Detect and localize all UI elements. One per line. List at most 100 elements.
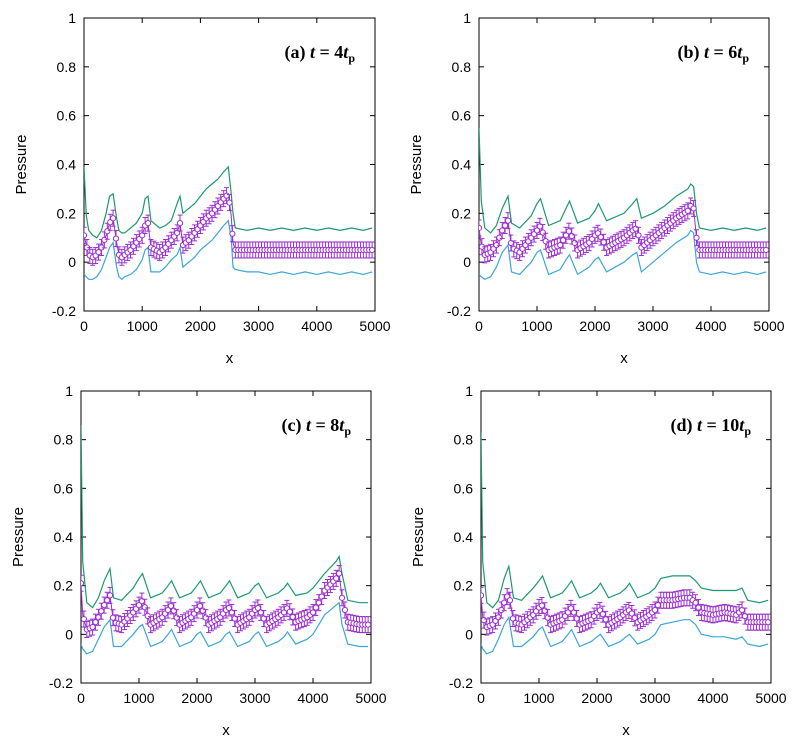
panel-d: -0.200.20.40.60.810 1000 2000 3000 4000 5000x… xyxy=(410,383,787,739)
mean-point xyxy=(763,246,769,254)
panel-title-part: (a) xyxy=(285,42,311,63)
mean-point xyxy=(365,621,371,628)
mean-point xyxy=(568,232,575,240)
series-line-lower xyxy=(479,229,767,280)
y-tick-label: 1 xyxy=(68,10,76,26)
mean-point xyxy=(565,228,573,235)
x-tick-label: 1000 xyxy=(127,318,158,334)
mean-point xyxy=(81,615,87,623)
mean-point xyxy=(539,229,546,236)
x-tick-label: 1000 xyxy=(521,318,552,334)
mean-point xyxy=(141,604,148,611)
y-tick-label: 0.2 xyxy=(57,205,77,221)
x-tick-label: 3000 xyxy=(239,690,270,706)
y-tick-label: 0.4 xyxy=(452,157,472,173)
panel-title-part: p xyxy=(344,424,351,438)
y-tick-label: 1 xyxy=(465,383,473,399)
x-tick-label: 0 xyxy=(77,690,85,706)
mean-point xyxy=(481,592,485,599)
series-line-upper xyxy=(481,432,769,609)
x-axis-label: x xyxy=(622,722,630,739)
y-tick-label: 0.8 xyxy=(452,59,472,75)
panel-title-part: t xyxy=(739,415,745,435)
mean-point xyxy=(106,592,114,599)
x-tick-label: 4000 xyxy=(301,318,332,334)
mean-point xyxy=(538,602,546,609)
mean-point xyxy=(481,616,487,624)
mean-point xyxy=(600,239,607,246)
panel-title: (c) t = 8tp xyxy=(282,415,352,438)
y-tick-label: 1 xyxy=(65,383,73,399)
y-tick-label: 0 xyxy=(465,626,473,642)
mean-point xyxy=(368,246,375,254)
series-line-upper xyxy=(84,165,373,239)
mean-point xyxy=(176,220,184,227)
series-group xyxy=(81,425,371,655)
x-tick-label: 4000 xyxy=(695,318,726,334)
mean-point xyxy=(173,614,180,621)
mean-point xyxy=(101,236,108,243)
y-tick-label: 0.6 xyxy=(452,108,472,124)
x-tick-label: 3000 xyxy=(639,690,670,706)
y-tick-label: 0.8 xyxy=(57,59,77,75)
x-tick-label: 2000 xyxy=(581,690,612,706)
y-tick-label: 1 xyxy=(463,10,471,26)
y-tick-label: 0 xyxy=(68,254,76,270)
panel-title-part: t xyxy=(737,42,743,62)
mean-point xyxy=(506,597,514,604)
mean-point xyxy=(635,232,642,239)
mean-point xyxy=(110,215,117,222)
mean-point xyxy=(690,205,697,212)
panel-title-part: t xyxy=(704,42,710,62)
mean-point xyxy=(226,199,233,206)
mean-point xyxy=(495,614,502,621)
mean-point xyxy=(196,602,203,610)
mean-point xyxy=(144,220,152,227)
x-tick-label: 1000 xyxy=(523,690,554,706)
x-axis-label: x xyxy=(222,722,230,739)
mean-point xyxy=(101,602,108,609)
mean-point xyxy=(341,606,348,614)
y-axis-label: Pressure xyxy=(408,134,425,194)
mean-point xyxy=(199,607,206,614)
x-tick-label: 4000 xyxy=(697,690,728,706)
mean-point xyxy=(765,619,771,626)
x-tick-label: 2000 xyxy=(579,318,610,334)
mean-point xyxy=(542,238,549,245)
series-line-lower xyxy=(81,601,369,655)
panel-title-part: t xyxy=(343,42,349,62)
x-tick-label: 5000 xyxy=(359,318,390,334)
x-tick-label: 0 xyxy=(477,690,485,706)
series-group xyxy=(479,127,769,280)
y-axis-label: Pressure xyxy=(10,507,27,567)
mean-point xyxy=(109,614,117,621)
y-tick-label: 0 xyxy=(65,626,73,642)
mean-point xyxy=(286,608,293,615)
mean-point xyxy=(599,611,606,618)
panel-title-part: = 4 xyxy=(315,42,343,62)
mean-point xyxy=(92,619,99,626)
y-tick-label: 0.4 xyxy=(454,529,474,545)
x-tick-label: 0 xyxy=(80,318,88,334)
x-tick-label: 1000 xyxy=(123,690,154,706)
panel-a: -0.200.20.40.60.810 1000 2000 3000 4000 5000x… xyxy=(13,10,391,367)
panel-title: (d) t = 10tp xyxy=(671,415,752,438)
y-tick-label: 0.6 xyxy=(454,480,474,496)
mean-point xyxy=(695,604,702,611)
x-tick-label: 5000 xyxy=(755,690,786,706)
mean-point xyxy=(651,606,659,614)
panel-title-part: (b) xyxy=(678,42,705,63)
mean-point xyxy=(338,594,346,601)
series-group xyxy=(84,165,375,281)
mean-point xyxy=(502,222,509,229)
x-tick-label: 5000 xyxy=(355,690,386,706)
mean-point xyxy=(89,623,96,631)
mean-point xyxy=(692,599,699,606)
y-axis-label: Pressure xyxy=(13,134,30,194)
mean-point xyxy=(499,227,506,234)
mean-point xyxy=(496,234,503,241)
mean-point xyxy=(104,228,111,235)
panel-c: -0.200.20.40.60.810 1000 2000 3000 4000 5000x… xyxy=(10,383,387,739)
y-tick-label: 0.4 xyxy=(57,157,77,173)
